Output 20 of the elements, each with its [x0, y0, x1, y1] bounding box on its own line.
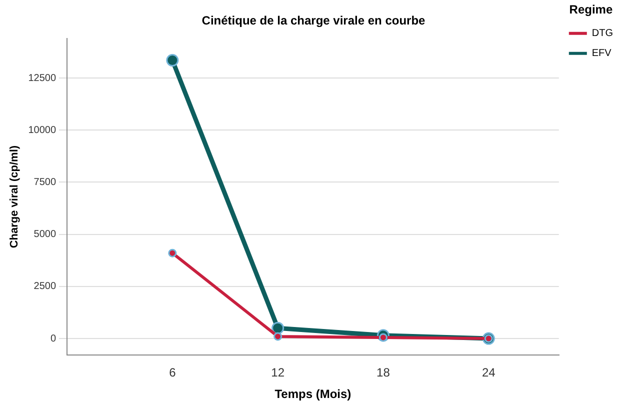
- x-tick-label: 12: [271, 366, 285, 380]
- point: [272, 322, 284, 334]
- y-tick-label: 2500: [34, 281, 56, 292]
- y-tick-label: 12500: [28, 72, 56, 84]
- point: [166, 54, 179, 67]
- legend-title: Regime: [569, 2, 613, 16]
- y-tick-label: 0: [50, 333, 56, 344]
- point: [274, 332, 282, 341]
- x-tick-label: 18: [376, 366, 390, 380]
- x-tick-label: 24: [482, 366, 496, 380]
- legend-label: EFV: [592, 48, 612, 60]
- y-tick-label: 10000: [28, 124, 56, 136]
- chart-title: Cinétique de la charge virale en courbe: [202, 14, 426, 28]
- x-tick-label: 6: [169, 366, 176, 380]
- y-tick-label: 5000: [34, 229, 56, 240]
- y-axis-title: Charge viral (cp/ml): [8, 145, 21, 248]
- y-tick-label: 7500: [34, 176, 56, 188]
- legend-label: DTG: [592, 28, 614, 40]
- point: [168, 248, 177, 258]
- x-axis-title: Temps (Mois): [274, 387, 352, 402]
